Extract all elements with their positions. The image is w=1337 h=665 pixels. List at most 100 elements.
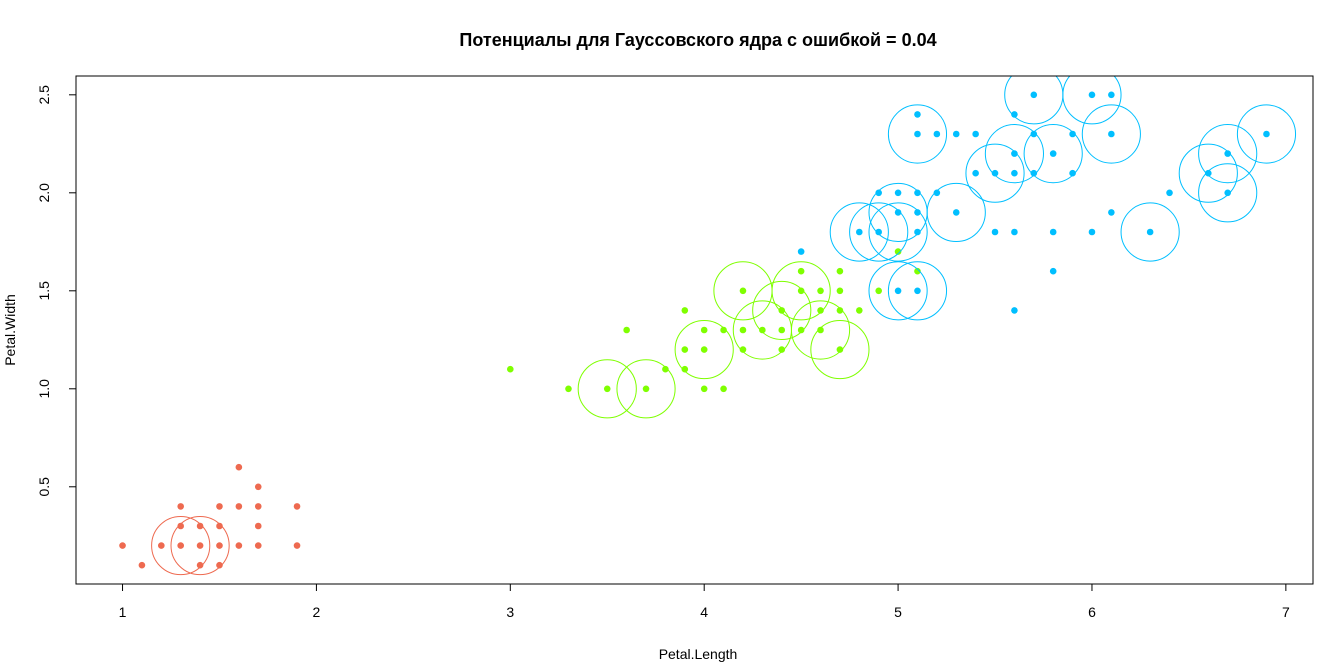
data-point	[991, 228, 999, 236]
data-point	[1166, 189, 1173, 197]
data-point	[1069, 169, 1076, 177]
data-point	[1030, 130, 1038, 138]
data-point	[894, 209, 902, 216]
potential-circle	[771, 261, 831, 321]
data-point	[914, 111, 921, 118]
data-point	[254, 503, 262, 510]
data-point	[836, 267, 844, 275]
data-point	[681, 346, 689, 353]
data-point	[254, 522, 262, 530]
data-point	[177, 503, 184, 510]
data-point	[235, 463, 243, 471]
data-point	[739, 287, 747, 295]
data-point	[196, 522, 204, 530]
data-point	[1030, 91, 1038, 99]
data-point	[216, 561, 223, 569]
data-point	[254, 483, 262, 491]
data-point	[836, 287, 844, 295]
data-point	[681, 307, 689, 314]
data-point	[1263, 130, 1270, 138]
data-point	[1011, 228, 1018, 236]
x-tick-label: 6	[1088, 604, 1096, 620]
x-tick-label: 4	[700, 604, 708, 620]
data-point	[836, 307, 844, 314]
y-tick-label: 1.0	[36, 379, 52, 399]
data-point	[293, 503, 301, 510]
data-point	[856, 307, 863, 314]
data-point	[177, 542, 184, 549]
potential-circle	[965, 143, 1025, 203]
x-axis-label: Petal.Length	[659, 646, 738, 662]
data-point	[797, 267, 805, 275]
data-point	[1108, 130, 1115, 138]
data-point	[681, 365, 689, 373]
data-point	[1088, 228, 1096, 236]
data-point	[1011, 169, 1018, 177]
data-point	[817, 326, 824, 334]
potential-circle	[170, 516, 230, 576]
x-tick-label: 3	[506, 604, 514, 620]
potential-circle	[1120, 202, 1180, 262]
potential-circle	[577, 359, 637, 419]
data-point	[972, 169, 979, 177]
data-point	[856, 228, 863, 236]
data-point	[235, 503, 243, 510]
data-point	[991, 169, 999, 177]
data-point	[1011, 111, 1018, 118]
data-point	[797, 287, 805, 295]
data-point	[797, 248, 805, 255]
potential-circle	[887, 261, 948, 321]
data-point	[603, 385, 611, 393]
y-tick-label: 2.0	[36, 183, 52, 203]
potential-circle	[829, 202, 889, 262]
data-point	[196, 561, 204, 569]
data-point	[216, 503, 223, 510]
data-point	[720, 385, 727, 393]
data-point	[507, 365, 514, 373]
data-point	[875, 287, 882, 295]
data-point	[1030, 169, 1038, 177]
data-point	[894, 189, 902, 197]
potential-circle	[1023, 124, 1083, 184]
potential-circle	[1178, 143, 1238, 203]
data-point	[1224, 150, 1231, 157]
data-point	[933, 130, 941, 138]
x-tick-label: 1	[119, 604, 127, 620]
potential-circle	[849, 202, 909, 262]
data-point	[138, 561, 146, 569]
data-point	[1049, 228, 1057, 236]
potential-circle	[926, 182, 986, 242]
data-point	[759, 326, 766, 334]
data-point	[972, 130, 979, 138]
x-axis: 1 2 3 4 5 6 7	[119, 583, 1290, 620]
data-point	[293, 542, 301, 549]
data-point	[914, 209, 921, 216]
data-point	[119, 542, 126, 549]
data-point	[797, 326, 805, 334]
x-tick-label: 7	[1282, 604, 1290, 620]
potential-circle	[868, 261, 928, 321]
data-point	[952, 209, 960, 216]
data-point	[739, 346, 747, 353]
data-point	[933, 189, 941, 197]
data-point	[894, 248, 902, 255]
potential-circle	[1236, 104, 1297, 164]
x-tick-label: 2	[313, 604, 321, 620]
potential-circle	[1198, 124, 1258, 184]
potential-circle	[674, 320, 734, 380]
data-point	[662, 365, 669, 373]
data-point	[623, 326, 630, 334]
potential-circle	[1198, 163, 1258, 223]
data-point	[1011, 307, 1018, 314]
data-point	[235, 542, 243, 549]
data-point	[778, 307, 786, 314]
data-point	[700, 326, 708, 334]
data-point	[914, 228, 921, 236]
data-point	[1224, 189, 1231, 197]
data-point	[836, 346, 844, 353]
data-point	[254, 542, 262, 549]
y-axis-label: Petal.Width	[2, 294, 18, 366]
data-point	[642, 385, 650, 393]
plot-frame	[75, 75, 1314, 585]
